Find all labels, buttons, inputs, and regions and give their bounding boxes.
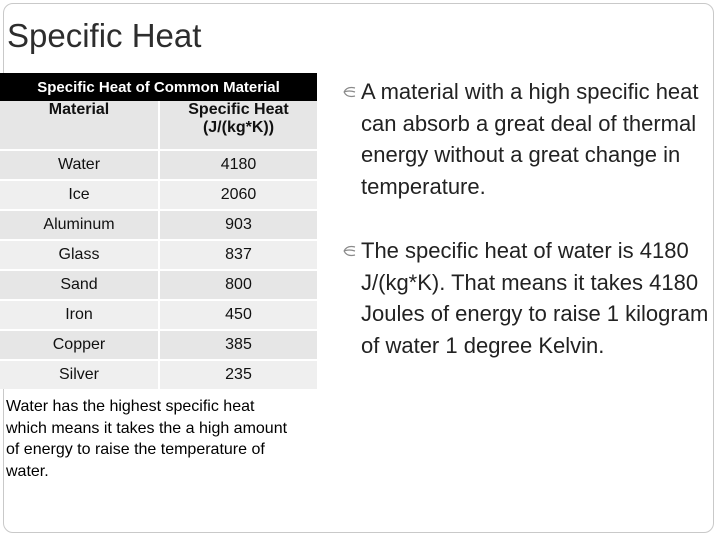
material-cell: Sand bbox=[0, 269, 159, 300]
bullet-marker-icon bbox=[343, 245, 356, 257]
table-row: Ice 2060 bbox=[0, 179, 317, 210]
material-cell: Aluminum bbox=[0, 209, 159, 240]
material-cell: Copper bbox=[0, 329, 159, 360]
bullet-marker-icon bbox=[343, 86, 356, 98]
table-row: Water 4180 bbox=[0, 149, 317, 180]
table-row: Sand 800 bbox=[0, 269, 317, 300]
bullet-list: A material with a high specific heat can… bbox=[343, 76, 715, 394]
column-header-specific-heat: Specific Heat (J/(kg*K)) bbox=[158, 101, 317, 150]
specific-heat-table: Specific Heat of Common Material Materia… bbox=[0, 73, 317, 389]
material-cell: Water bbox=[0, 149, 159, 180]
water-note: Water has the highest specific heat whic… bbox=[6, 398, 288, 480]
table-row: Aluminum 903 bbox=[0, 209, 317, 240]
bullet-item: The specific heat of water is 4180 J/(kg… bbox=[343, 235, 715, 361]
bullet-text: A material with a high specific heat can… bbox=[361, 79, 699, 199]
value-cell: 837 bbox=[158, 239, 317, 270]
bullet-item: A material with a high specific heat can… bbox=[343, 76, 715, 202]
value-cell: 800 bbox=[158, 269, 317, 300]
table-row: Glass 837 bbox=[0, 239, 317, 270]
material-cell: Iron bbox=[0, 299, 159, 330]
value-cell: 903 bbox=[158, 209, 317, 240]
material-cell: Glass bbox=[0, 239, 159, 270]
slide-title: Specific Heat bbox=[7, 17, 202, 54]
column-header-material: Material bbox=[0, 101, 159, 150]
value-cell: 2060 bbox=[158, 179, 317, 210]
table-row: Silver 235 bbox=[0, 359, 317, 389]
value-cell: 235 bbox=[158, 359, 317, 389]
bullet-text: The specific heat of water is 4180 J/(kg… bbox=[361, 238, 709, 358]
value-cell: 385 bbox=[158, 329, 317, 360]
table-row: Copper 385 bbox=[0, 329, 317, 360]
table-row: Iron 450 bbox=[0, 299, 317, 330]
table-caption: Specific Heat of Common Material bbox=[0, 73, 317, 101]
value-cell: 450 bbox=[158, 299, 317, 330]
material-cell: Ice bbox=[0, 179, 159, 210]
value-cell: 4180 bbox=[158, 149, 317, 180]
material-cell: Silver bbox=[0, 359, 159, 389]
